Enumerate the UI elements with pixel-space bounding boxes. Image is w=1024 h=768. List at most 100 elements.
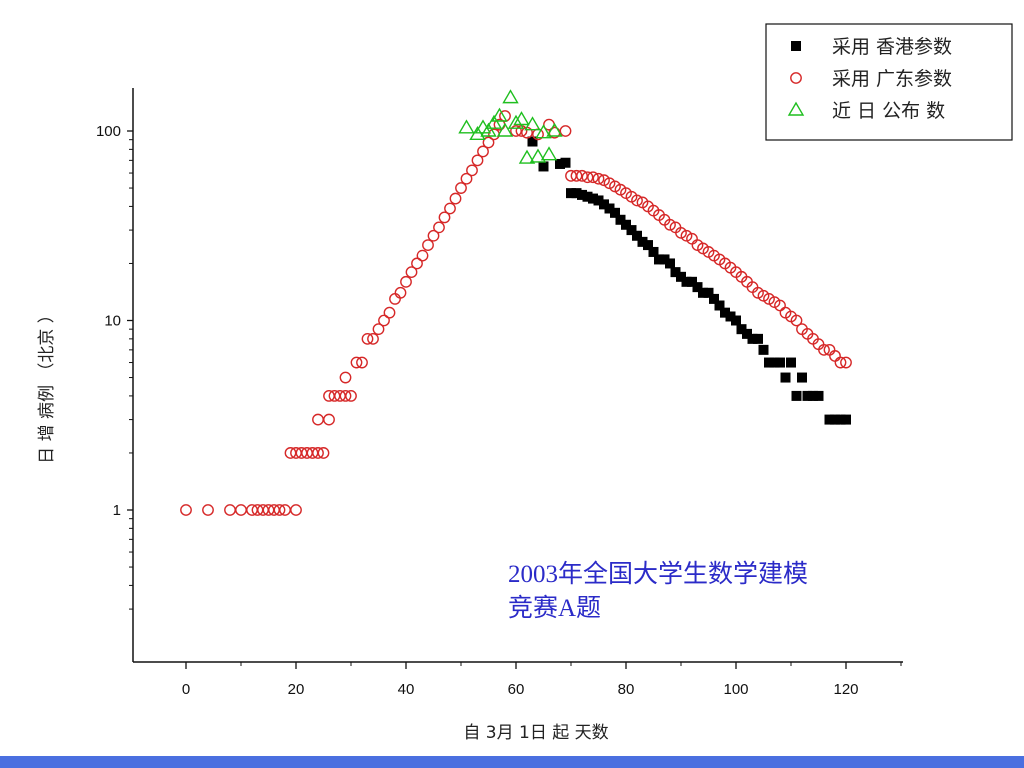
data-point (736, 324, 747, 335)
data-point (626, 225, 637, 236)
data-point (680, 229, 693, 242)
data-point (714, 300, 725, 311)
data-point (471, 154, 484, 167)
data-point (482, 136, 495, 149)
annotation-line-2: 竞赛A题 (508, 595, 602, 622)
data-point (582, 191, 593, 202)
data-point (458, 119, 475, 134)
data-point (485, 114, 503, 129)
data-point (631, 194, 643, 207)
data-point (835, 414, 846, 425)
data-point (808, 390, 818, 401)
y-tick-label: 1 (113, 502, 121, 519)
data-point (438, 211, 451, 224)
data-point (389, 293, 401, 305)
data-point (791, 390, 802, 401)
data-point (797, 372, 807, 383)
data-point (529, 148, 547, 163)
data-point (510, 125, 522, 137)
data-point (790, 314, 803, 327)
data-point (444, 202, 456, 215)
data-point (507, 114, 525, 129)
data-point (802, 390, 813, 401)
data-point (758, 344, 769, 355)
data-point (670, 267, 681, 278)
data-point (502, 89, 519, 104)
legend-marker (787, 101, 805, 116)
data-point (317, 447, 330, 459)
data-point (570, 169, 583, 182)
bottom-bar (0, 756, 1024, 768)
data-point (566, 188, 576, 199)
data-point (345, 390, 357, 402)
x-axis-title: 自 3月 1日 起 天数 (463, 723, 608, 743)
data-point (775, 357, 785, 368)
data-point (496, 122, 514, 137)
x-tick-label: 120 (833, 681, 858, 698)
data-point (577, 189, 587, 200)
data-point (725, 311, 736, 322)
data-point (224, 504, 236, 516)
data-point (659, 254, 670, 265)
data-point (752, 286, 764, 299)
data-point (546, 122, 563, 137)
series-0-points (527, 136, 851, 425)
data-point (692, 282, 703, 293)
data-point (466, 164, 478, 177)
data-point (273, 504, 286, 516)
data-point (698, 287, 708, 298)
x-tick-label: 40 (398, 681, 415, 698)
data-point (829, 350, 841, 362)
legend-label: 近 日 公布 数 (832, 100, 945, 122)
data-point (637, 236, 648, 247)
data-point (621, 219, 631, 230)
data-point (599, 199, 609, 210)
data-point (654, 254, 664, 265)
data-point (535, 124, 552, 139)
contest-annotation: 2003年全国大学生数学建模 竞赛A题 (508, 558, 928, 626)
x-tick-label: 0 (182, 681, 190, 698)
x-tick-label: 100 (723, 681, 748, 698)
x-tick-label: 80 (618, 681, 635, 698)
data-point (813, 390, 824, 401)
series-1-points (180, 110, 852, 516)
data-point (643, 240, 653, 251)
x-tick-label: 20 (288, 681, 305, 698)
data-point (367, 332, 379, 345)
y-axis-title: 日 增 病例 （北京 ） (37, 306, 57, 464)
data-point (312, 413, 324, 426)
data-point (753, 333, 763, 344)
x-axis-ticks: 0 20 40 60 80 100 120 (182, 662, 902, 698)
legend-marker (791, 41, 801, 51)
x-tick-label: 60 (508, 681, 525, 698)
data-point (786, 357, 796, 368)
data-point (202, 504, 214, 516)
data-point (731, 315, 741, 326)
data-point (405, 266, 418, 279)
data-point (665, 258, 675, 269)
data-point (841, 414, 851, 425)
data-point (400, 275, 412, 288)
data-point (513, 111, 530, 126)
data-point (687, 276, 697, 287)
data-point (372, 323, 385, 336)
y-tick-label: 100 (96, 123, 121, 140)
data-point (350, 356, 363, 369)
data-point (576, 169, 588, 182)
data-point (477, 145, 489, 158)
data-point (491, 107, 508, 122)
data-point (361, 332, 374, 345)
data-point (604, 203, 615, 214)
data-point (560, 157, 571, 168)
data-point (780, 372, 791, 383)
data-point (555, 158, 565, 169)
data-point (180, 504, 192, 516)
data-point (411, 257, 423, 270)
annotation-line-1: 2003年全国大学生数学建模 (508, 561, 809, 588)
data-point (742, 328, 752, 339)
data-point (840, 356, 852, 369)
data-point (378, 314, 390, 327)
legend-box (765, 23, 1013, 141)
data-point (681, 276, 692, 287)
